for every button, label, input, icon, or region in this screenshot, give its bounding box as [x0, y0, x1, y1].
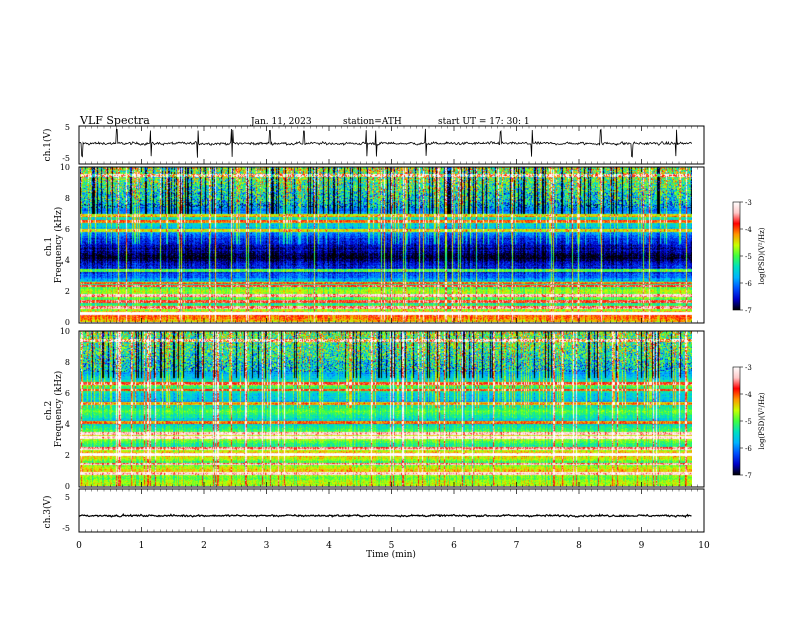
ch2-spec-ylabel-freq: Frequency (kHz) [53, 371, 64, 448]
x-axis-label: Time (min) [366, 549, 416, 560]
ch3-waveform-panel: 5 -5 ch.3(V) [42, 488, 705, 533]
x-tick-label-9: 9 [639, 541, 645, 551]
ch1-ylabel: ch.1(V) [42, 129, 53, 162]
ch1-heatmap-holder [80, 167, 692, 322]
figure-title: VLF Spectra [79, 114, 150, 127]
ch2-ytick-4: 4 [65, 420, 70, 429]
ch1-ytick-10: 10 [60, 163, 70, 172]
ch2-ytick-6: 6 [65, 389, 70, 398]
ch2-colorbar-label: log(PSD)(V²/Hz) [758, 392, 766, 449]
ch2-ytick-8: 8 [65, 358, 70, 367]
ch3-frame [78, 488, 705, 533]
ch2-heatmap [80, 331, 692, 486]
x-tick-label-0: 0 [76, 541, 82, 551]
colorbar-tick-label: -7 [745, 307, 752, 315]
station-label: station=ATH [343, 117, 402, 127]
ch3-waveform-line [78, 513, 692, 519]
ch1-ytick-6: 6 [65, 225, 70, 234]
x-tick-label-5: 5 [389, 541, 395, 551]
ch1-spec-ylabel: ch.1 Frequency (kHz) [44, 207, 64, 284]
ch1-ytick-8: 8 [65, 194, 70, 203]
ch1-ytick-bottom: -5 [62, 154, 70, 163]
ch1-ytick-top: 5 [65, 123, 70, 132]
colorbar-tick-label: -4 [745, 226, 752, 234]
ch2-colorbar-bar [732, 366, 741, 476]
x-tick-label-8: 8 [576, 541, 582, 551]
ch1-waveform-line [78, 128, 692, 158]
ch1-ytick-4: 4 [65, 256, 70, 265]
x-tick-label-4: 4 [326, 541, 332, 551]
x-tick-label-6: 6 [451, 541, 457, 551]
ch1-ytick-2: 2 [65, 287, 70, 296]
ch3-ylabel: ch.3(V) [42, 496, 53, 529]
ch2-colorbar-ticks: -3 -4 -5 -6 -7 [740, 364, 752, 480]
ch1-colorbar-bar [732, 201, 741, 311]
ch3-ytick-bottom: -5 [62, 524, 70, 533]
x-tick-label-2: 2 [201, 541, 207, 551]
ch2-ytick-0: 0 [65, 482, 70, 491]
start-ut-label: start UT = 17: 30: 1 [438, 117, 530, 127]
ch2-spec-ylabel: ch.2 Frequency (kHz) [44, 371, 64, 448]
date-label: Jan. 11, 2023 [250, 117, 312, 127]
x-tick-labels: 0 1 2 3 4 5 6 7 8 9 10 [76, 541, 710, 551]
ch3-ytick-top: 5 [65, 493, 70, 502]
colorbar-tick-label: -3 [745, 364, 752, 372]
colorbar-tick-label: -5 [745, 418, 752, 426]
x-tick-marks [78, 126, 705, 532]
ch1-spectrogram-panel: 0 2 4 6 8 10 ch.1 Frequency (kHz) [44, 163, 705, 327]
ch2-ytick-2: 2 [65, 451, 70, 460]
ch1-spec-ylabel-freq: Frequency (kHz) [53, 207, 64, 284]
ch2-spectrogram-panel: 0 2 4 6 8 10 ch.2 Frequency (kHz) [44, 327, 705, 491]
ch1-spec-ylabel-channel: ch.1 [44, 237, 54, 256]
ch2-colorbar: -3 -4 -5 -6 -7 log(PSD)(V²/Hz) [732, 364, 766, 480]
ch1-frame [78, 125, 705, 165]
ch1-colorbar: -3 -4 -5 -6 -7 log(PSD)(V²/Hz) [732, 199, 766, 315]
colorbar-tick-label: -6 [745, 280, 752, 288]
ch1-colorbar-label: log(PSD)(V²/Hz) [758, 227, 766, 284]
ch1-ytick-0: 0 [65, 318, 70, 327]
colorbar-tick-label: -5 [745, 253, 752, 261]
ch2-spec-ylabel-channel: ch.2 [44, 401, 54, 420]
x-tick-label-3: 3 [264, 541, 270, 551]
x-tick-label-1: 1 [139, 541, 145, 551]
x-tick-label-7: 7 [514, 541, 520, 551]
ch2-heatmap-holder [80, 331, 692, 486]
ch1-yticks: 0 2 4 6 8 10 [60, 163, 70, 327]
colorbar-tick-label: -3 [745, 199, 752, 207]
ch1-colorbar-ticks: -3 -4 -5 -6 -7 [740, 199, 752, 315]
colorbar-tick-label: -7 [745, 472, 752, 480]
colorbar-tick-label: -4 [745, 391, 752, 399]
colorbar-tick-label: -6 [745, 445, 752, 453]
ch2-yticks: 0 2 4 6 8 10 [60, 327, 70, 491]
ch1-heatmap [80, 167, 692, 322]
ch2-ytick-10: 10 [60, 327, 70, 336]
x-tick-label-10: 10 [698, 541, 710, 551]
